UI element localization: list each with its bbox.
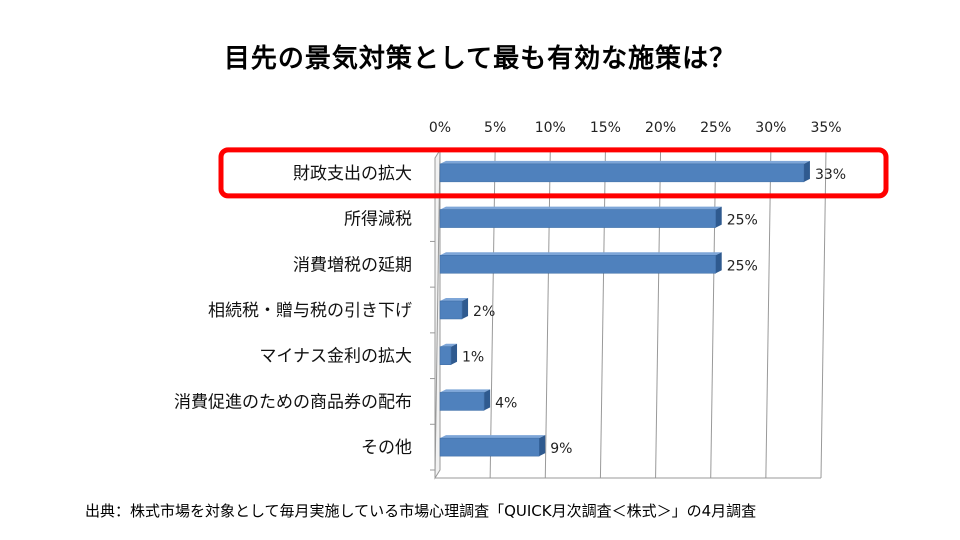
chart-title: 目先の景気対策として最も有効な施策は？ — [223, 44, 737, 74]
category-label: その他 — [361, 438, 412, 458]
data-label: 25% — [727, 258, 758, 274]
data-label: 25% — [727, 213, 758, 229]
category-label: 相続税・贈与税の引き下げ — [208, 301, 412, 321]
bar-top — [440, 206, 722, 210]
bar-front — [439, 255, 716, 274]
bar-top — [440, 298, 469, 301]
x-tick-label: 35% — [810, 120, 841, 136]
x-tick-label: 10% — [535, 120, 566, 136]
category-label: 財政支出の拡大 — [293, 164, 412, 184]
category-label: 消費促進のための商品券の配布 — [174, 392, 412, 412]
grid-line — [820, 149, 827, 479]
bar — [439, 343, 458, 365]
category-label: 所得減税 — [344, 210, 412, 230]
source-note: 出典：株式市場を対象として毎月実施している市場心理調査「QUICK月次調査＜株式… — [85, 502, 757, 520]
grid-line — [489, 149, 496, 479]
bar-side — [715, 206, 722, 228]
grid-line — [655, 149, 662, 479]
bar — [439, 298, 469, 320]
x-tick-labels: 0% 5% 10% 15% 20% 25% 30% 35% — [429, 120, 842, 136]
category-label: マイナス金利の拡大 — [259, 347, 412, 367]
bar-top — [440, 389, 491, 393]
bar-side — [484, 389, 491, 411]
bar-side — [451, 343, 458, 365]
grid-line — [544, 149, 551, 479]
bar — [439, 389, 491, 411]
bar-front — [439, 346, 452, 365]
bar-front — [439, 437, 540, 457]
data-label: 1% — [462, 350, 484, 366]
bar — [439, 252, 722, 274]
bar-top — [440, 252, 722, 256]
x-tick-label: 15% — [590, 120, 621, 136]
bar-side — [539, 435, 546, 457]
bar-top — [440, 343, 458, 347]
highlight-frame — [218, 147, 889, 199]
bar — [439, 206, 722, 228]
bar-top — [440, 435, 546, 439]
data-label: 33% — [815, 167, 846, 183]
grid-line — [710, 149, 717, 479]
bar-front — [439, 163, 805, 183]
category-label: 消費増税の延期 — [293, 255, 412, 275]
grid-line — [434, 149, 441, 479]
bar-side — [462, 298, 469, 319]
bar-top — [440, 160, 810, 164]
bar-front — [439, 300, 463, 320]
bar-side — [715, 252, 722, 274]
data-label: 4% — [495, 395, 517, 411]
x-tick-label: 30% — [755, 120, 786, 136]
data-label: 9% — [550, 441, 572, 457]
bar — [439, 160, 810, 183]
grid-line — [599, 149, 606, 479]
bar — [439, 435, 546, 457]
data-label: 2% — [473, 304, 495, 320]
data-labels: 33% 25% 25% 2% 1% 4% 9% — [462, 167, 846, 457]
bar-side — [803, 160, 810, 182]
bar-front — [439, 392, 485, 411]
grid-line — [765, 149, 772, 479]
x-tick-label: 0% — [429, 120, 451, 136]
x-tick-label: 5% — [484, 120, 506, 136]
bar-front — [439, 209, 716, 228]
bars — [439, 160, 810, 457]
x-tick-label: 20% — [645, 120, 676, 136]
category-labels: 財政支出の拡大所得減税消費増税の延期相続税・贈与税の引き下げマイナス金利の拡大消… — [174, 164, 412, 458]
x-tick-label: 25% — [700, 120, 731, 136]
